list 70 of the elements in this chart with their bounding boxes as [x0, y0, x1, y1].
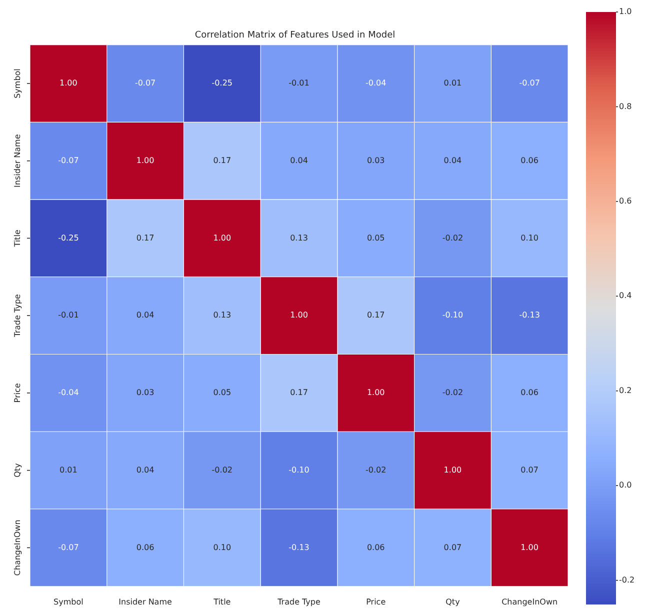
y-tick-label: Trade Type	[13, 294, 22, 338]
data-label: -0.25	[58, 233, 79, 242]
data-label: -0.25	[212, 78, 232, 88]
data-label: -0.02	[366, 465, 386, 474]
data-label: -0.04	[58, 388, 79, 398]
data-label: 1.00	[60, 78, 78, 88]
data-label: 0.06	[366, 542, 385, 552]
x-tick-label: Title	[212, 597, 231, 606]
color-bar-label: -0.2	[619, 575, 635, 584]
data-label: 0.03	[136, 388, 154, 398]
chart-title: Correlation Matrix of Features Used in Model	[194, 30, 396, 41]
data-label: -0.13	[288, 542, 310, 552]
x-tick-label: Trade Type	[276, 597, 320, 606]
data-label: -0.01	[288, 78, 310, 88]
data-label: 0.04	[444, 156, 462, 165]
data-label: 1.00	[366, 388, 385, 398]
color-bar-label: 0.0	[619, 480, 632, 490]
data-label: -0.07	[58, 156, 79, 165]
data-label: -0.07	[519, 78, 540, 88]
color-bar-label: 0.8	[619, 102, 632, 111]
data-label: -0.07	[134, 78, 156, 88]
data-label: 0.13	[290, 233, 308, 242]
data-label: 0.05	[213, 388, 232, 398]
data-label: 1.00	[290, 310, 308, 320]
data-label: 0.17	[366, 310, 385, 320]
data-label: 0.04	[136, 465, 154, 474]
color-bar-label: 0.4	[619, 291, 632, 300]
data-label: -0.02	[442, 388, 464, 398]
x-tick-label: Symbol	[54, 597, 84, 606]
data-label: 0.04	[136, 310, 154, 320]
data-label: 0.03	[366, 156, 385, 165]
data-label: 0.17	[213, 156, 232, 165]
data-label: 0.17	[136, 233, 154, 242]
data-label: 0.10	[520, 233, 538, 242]
data-label: -0.01	[58, 310, 79, 320]
data-label: 1.00	[136, 156, 154, 165]
data-label: 0.17	[290, 388, 308, 398]
y-tick-label: Price	[13, 383, 22, 403]
data-label: -0.02	[442, 233, 464, 242]
data-label: 0.10	[213, 542, 232, 552]
data-label: 0.06	[520, 388, 538, 398]
data-label: -0.13	[519, 310, 540, 320]
data-label: -0.07	[58, 542, 79, 552]
data-label: 0.04	[290, 156, 308, 165]
data-label: -0.10	[442, 310, 464, 320]
data-label: 0.01	[444, 78, 462, 88]
data-label: -0.10	[288, 465, 310, 474]
data-label: 0.01	[60, 465, 78, 474]
color-bar-label: 0.6	[619, 196, 632, 206]
data-label: 0.07	[444, 542, 462, 552]
color-bar-label: 1.0	[619, 7, 632, 16]
data-label: 0.07	[520, 465, 538, 474]
data-label: -0.04	[366, 78, 386, 88]
x-tick-label: Qty	[446, 597, 460, 606]
color-bar-label: 0.2	[619, 386, 632, 395]
data-label: 0.06	[520, 156, 538, 165]
y-tick-label: Symbol	[13, 68, 22, 98]
data-label: 1.00	[520, 542, 538, 552]
y-tick-label: Insider Name	[13, 134, 22, 188]
data-label: 0.05	[366, 233, 385, 242]
x-tick-label: ChangeInOwn	[502, 597, 558, 606]
x-tick-label: Price	[366, 597, 386, 606]
data-label: 0.13	[213, 310, 232, 320]
x-tick-label: Insider Name	[118, 597, 172, 606]
data-label: 1.00	[444, 465, 462, 474]
data-label: 0.06	[136, 542, 154, 552]
y-tick-label: Title	[13, 230, 22, 248]
y-tick-label: Qty	[13, 462, 22, 478]
data-label: -0.02	[212, 465, 232, 474]
data-label: 1.00	[213, 233, 232, 242]
